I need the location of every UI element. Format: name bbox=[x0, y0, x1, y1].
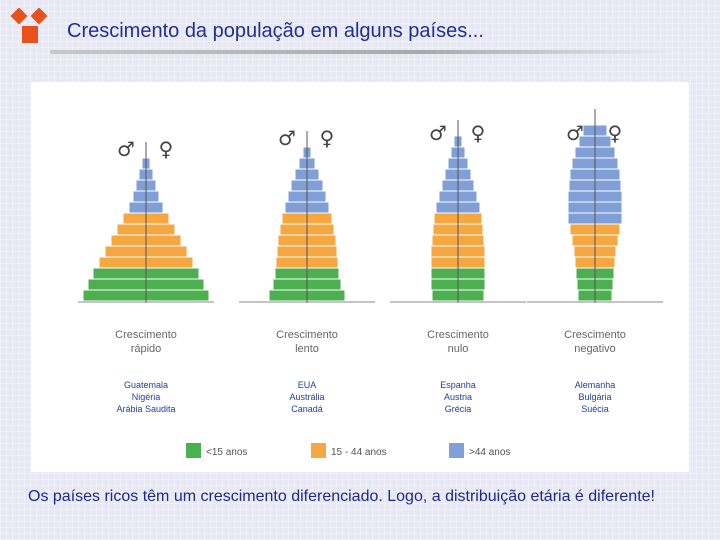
country-label: Austrália bbox=[289, 392, 324, 402]
pyramid-title-line2: lento bbox=[295, 343, 319, 355]
country-label: Arábia Saudita bbox=[116, 404, 175, 414]
country-label: EUA bbox=[298, 380, 317, 390]
legend-swatch bbox=[186, 443, 201, 458]
pyramid-title-line2: negativo bbox=[574, 343, 616, 355]
country-label: Nigéria bbox=[132, 392, 161, 402]
legend-label: <15 anos bbox=[206, 447, 247, 458]
male-symbol-icon: ♂ bbox=[566, 121, 584, 145]
legend-swatch bbox=[449, 443, 464, 458]
country-label: Espanha bbox=[440, 380, 476, 390]
pyramid-title-line2: nulo bbox=[448, 343, 469, 355]
slide-header: Crescimento da população em alguns paíse… bbox=[0, 0, 720, 56]
country-label: Austria bbox=[444, 392, 472, 402]
female-symbol-icon: ♀ bbox=[159, 137, 174, 161]
country-label: Guatemala bbox=[124, 380, 168, 390]
header-divider bbox=[50, 50, 670, 54]
legend: <15 anos 15 - 44 anos >44 anos bbox=[186, 443, 510, 458]
country-label: Alemanha bbox=[575, 380, 616, 390]
female-symbol-icon: ♀ bbox=[320, 126, 335, 150]
legend-label: 15 - 44 anos bbox=[331, 447, 387, 458]
pyramid-title-line1: Crescimento bbox=[115, 329, 177, 341]
male-symbol-icon: ♂ bbox=[117, 137, 135, 161]
caption-text: Os países ricos têm um crescimento difer… bbox=[28, 488, 655, 505]
female-symbol-icon: ♀ bbox=[608, 121, 623, 145]
population-pyramids-figure: ♂ ♀ Crescimento rápido Guatemala Nigéria Arábi… bbox=[31, 82, 689, 472]
pyramids-canvas: ♂ ♀ Crescimento rápido Guatemala Nigéria Arábi… bbox=[78, 109, 663, 458]
legend-swatch bbox=[311, 443, 326, 458]
pyramid-title-line1: Crescimento bbox=[564, 329, 626, 341]
pyramid-title-line1: Crescimento bbox=[427, 329, 489, 341]
pyramid-3: ♂ ♀ Crescimento nulo Espanha Austria Grécia bbox=[390, 120, 526, 414]
page-title: Crescimento da população em alguns paíse… bbox=[67, 20, 484, 42]
pyramid-1: ♂ ♀ Crescimento rápido Guatemala Nigéria Arábi… bbox=[78, 137, 214, 414]
pyramid-title-line2: rápido bbox=[131, 343, 162, 355]
country-label: Suécia bbox=[581, 404, 609, 414]
country-label: Grécia bbox=[445, 404, 472, 414]
male-symbol-icon: ♂ bbox=[429, 121, 447, 145]
country-label: Bulgária bbox=[578, 392, 611, 402]
pyramid-4: ♂ ♀ Crescimento negativo Alemanha Bulgária Sué… bbox=[527, 109, 663, 414]
pyramid-title-line1: Crescimento bbox=[276, 329, 338, 341]
logo-icon bbox=[10, 8, 48, 43]
male-symbol-icon: ♂ bbox=[278, 126, 296, 150]
pyramid-2: ♂ ♀ Crescimento lento EUA Austrália Canadá bbox=[239, 126, 375, 414]
female-symbol-icon: ♀ bbox=[471, 121, 486, 145]
country-label: Canadá bbox=[291, 404, 323, 414]
legend-label: >44 anos bbox=[469, 447, 510, 458]
